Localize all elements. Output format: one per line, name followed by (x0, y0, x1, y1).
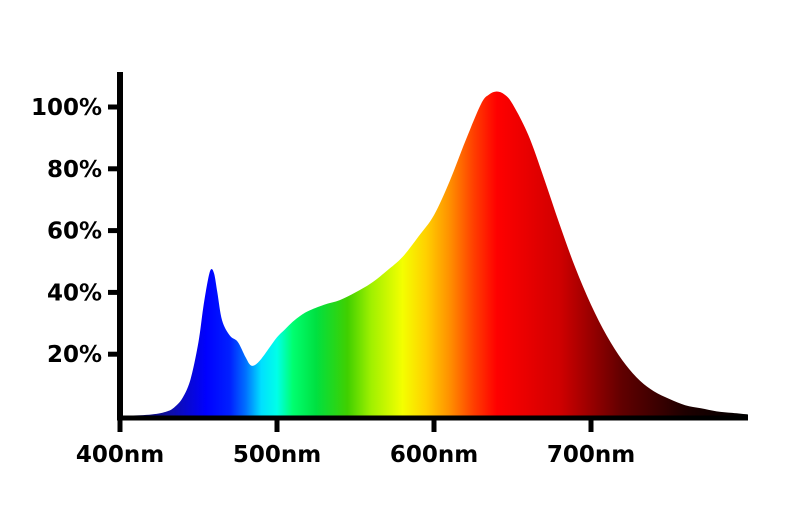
y-tick-label: 100% (31, 95, 102, 121)
x-tick-label: 700nm (547, 442, 635, 468)
y-tick-label: 40% (47, 280, 102, 306)
x-tick-label: 400nm (76, 442, 164, 468)
x-axis-ticks: 400nm 500nm 600nm 700nm (76, 416, 635, 468)
spectrum-area (120, 91, 748, 417)
y-tick-label: 20% (47, 342, 102, 368)
x-tick-label: 600nm (390, 442, 478, 468)
y-tick-label: 80% (47, 157, 102, 183)
x-tick-label: 500nm (233, 442, 321, 468)
y-axis-ticks: 20% 40% 60% 80% 100% (31, 95, 120, 368)
y-tick-label: 60% (47, 219, 102, 245)
